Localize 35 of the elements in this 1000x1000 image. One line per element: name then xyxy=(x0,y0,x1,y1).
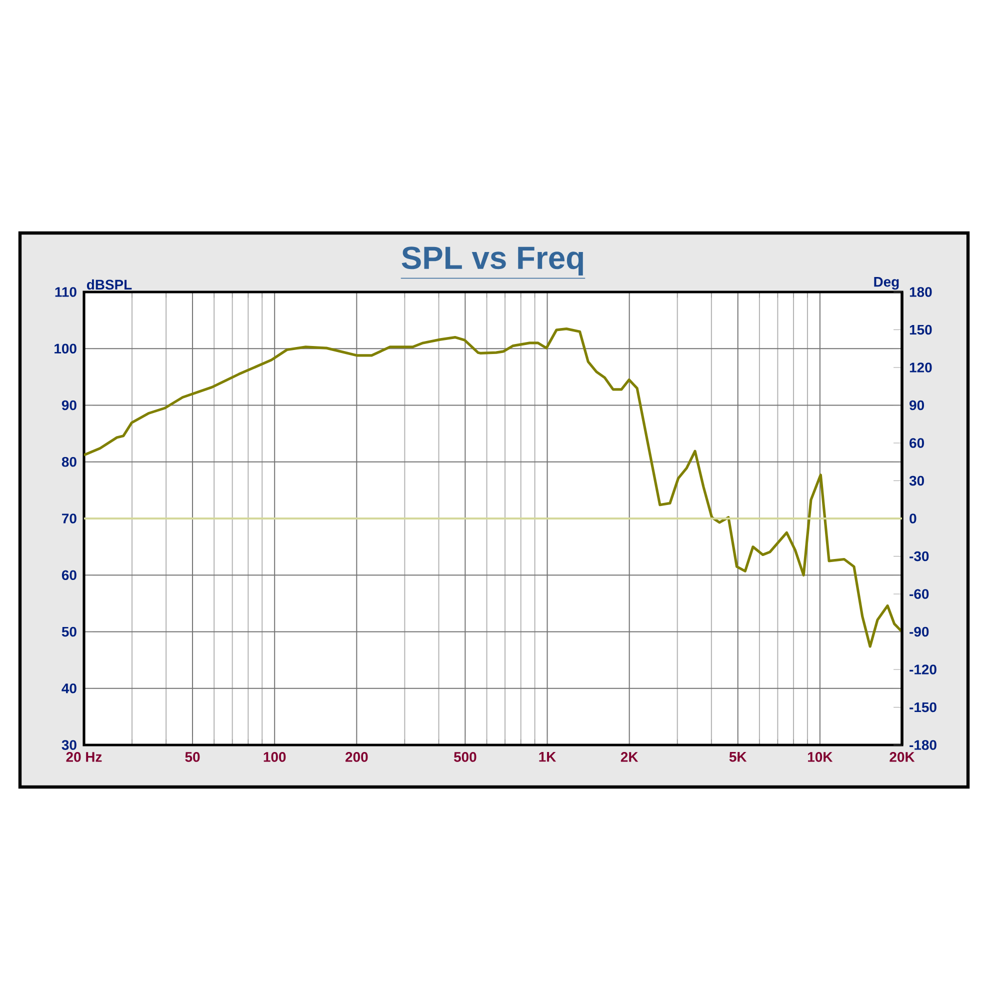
y-tick-label: 30 xyxy=(62,740,76,750)
y2-tick-label: 90 xyxy=(910,400,924,410)
y-axis-title: dBSPL xyxy=(86,279,132,290)
y2-tick-label: -30 xyxy=(910,551,929,562)
y-tick-label: 80 xyxy=(62,456,76,467)
y2-tick-label: -180 xyxy=(910,740,936,750)
y-tick-label: 100 xyxy=(54,344,76,354)
y2-tick-label: -90 xyxy=(910,626,929,637)
y2-tick-label: -150 xyxy=(910,702,936,712)
x-tick-label: 2K xyxy=(620,752,638,762)
y2-tick-label: 180 xyxy=(910,287,932,297)
y2-tick-label: -120 xyxy=(910,664,936,674)
y-tick-label: 40 xyxy=(62,683,76,694)
y2-tick-label: -60 xyxy=(910,589,929,599)
x-tick-label: 100 xyxy=(264,752,286,762)
y2-tick-label: 120 xyxy=(910,362,932,372)
y2-tick-label: 60 xyxy=(910,438,924,448)
y2-axis-title: Deg xyxy=(874,277,899,290)
x-tick-label: 200 xyxy=(346,752,368,762)
x-tick-label: 5K xyxy=(729,752,747,762)
x-tick-label: 1K xyxy=(539,752,556,762)
y-tick-label: 90 xyxy=(62,400,76,410)
x-tick-label: 20 Hz xyxy=(66,752,102,762)
chart-title: SPL vs Freq xyxy=(402,246,583,276)
y2-tick-label: 0 xyxy=(910,514,916,524)
y-tick-label: 60 xyxy=(62,570,76,580)
x-tick-label: 20K xyxy=(890,752,915,762)
x-tick-label: 10K xyxy=(808,752,833,762)
y-tick-label: 110 xyxy=(55,287,76,297)
x-tick-label: 500 xyxy=(454,752,476,762)
y-tick-label: 50 xyxy=(62,626,76,637)
y2-tick-label: 30 xyxy=(909,476,924,486)
x-tick-label: 50 xyxy=(185,752,200,762)
y2-tick-label: 150 xyxy=(910,324,932,335)
y-tick-label: 70 xyxy=(62,514,76,524)
